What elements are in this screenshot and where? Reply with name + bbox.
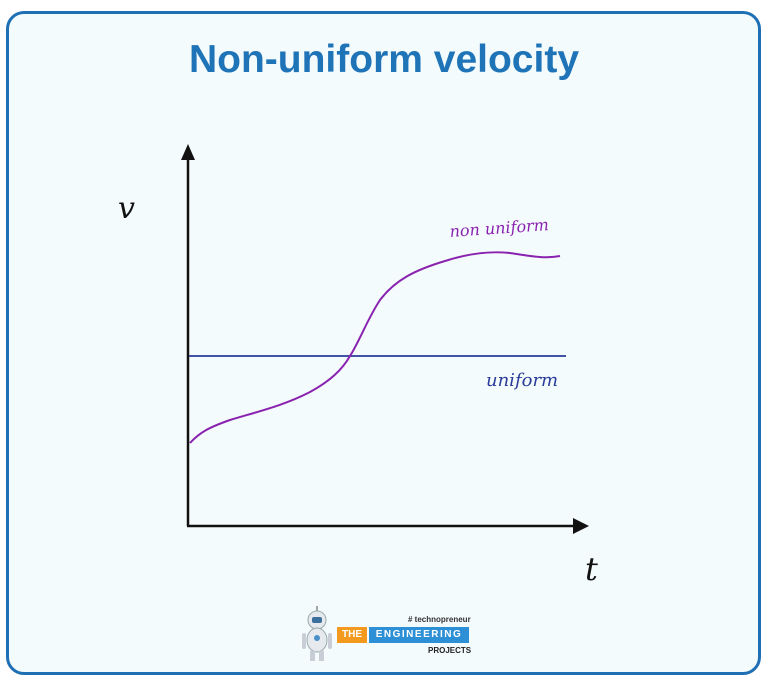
x-axis-arrow-icon [573,518,589,534]
non-uniform-label: non uniform [449,215,550,241]
y-axis-arrow-icon [181,144,195,160]
diagram-frame [6,11,761,675]
logo-engineering: ENGINEERING [369,627,469,643]
uniform-label: uniform [486,370,558,391]
robot-mascot-icon [302,606,332,661]
non-uniform-curve [189,251,561,444]
logo-tagline: # technopreneur [408,615,471,624]
logo-projects: PROJECTS [428,646,472,655]
the-engineering-projects-logo: # technopreneur THE ENGINEERING PROJECTS [300,606,475,664]
page-title: Non-uniform velocity [188,38,580,81]
y-axis-label: v [118,191,135,226]
x-axis-label: t [585,550,598,588]
logo-the: THE [337,627,367,643]
